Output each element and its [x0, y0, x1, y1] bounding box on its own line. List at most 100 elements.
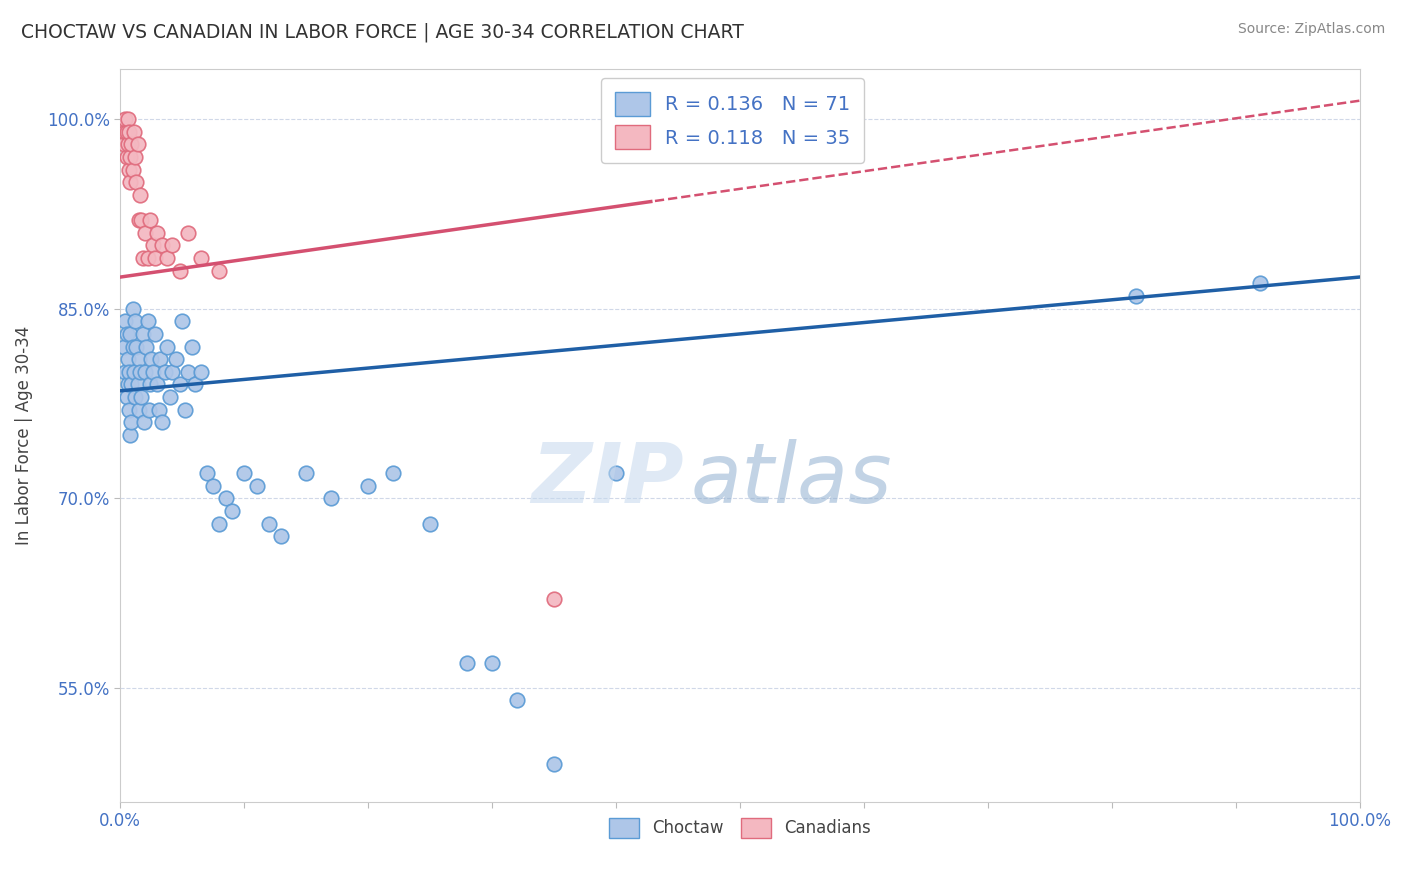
Point: [319, 491, 342, 506]
Point: [115, 390, 138, 404]
Point: [169, 377, 191, 392]
Point: [124, 314, 146, 328]
Point: [118, 402, 141, 417]
Point: [190, 251, 212, 265]
Point: [139, 213, 162, 227]
Point: [246, 478, 269, 492]
Point: [138, 402, 160, 417]
Point: [114, 125, 136, 139]
Point: [195, 466, 218, 480]
Point: [162, 238, 184, 252]
Point: [146, 377, 169, 392]
Point: [165, 352, 187, 367]
Point: [122, 365, 145, 379]
Point: [129, 188, 152, 202]
Point: [381, 466, 404, 480]
Point: [543, 756, 565, 771]
Point: [121, 162, 143, 177]
Point: [233, 466, 256, 480]
Point: [117, 137, 139, 152]
Point: [120, 175, 142, 189]
Point: [118, 162, 141, 177]
Point: [143, 326, 166, 341]
Point: [190, 365, 212, 379]
Point: [124, 390, 146, 404]
Point: [141, 352, 163, 367]
Point: [172, 314, 194, 328]
Point: [127, 377, 149, 392]
Point: [120, 326, 142, 341]
Point: [156, 251, 179, 265]
Point: [120, 150, 142, 164]
Point: [125, 340, 148, 354]
Point: [143, 251, 166, 265]
Point: [114, 112, 136, 126]
Point: [117, 112, 139, 126]
Point: [135, 340, 157, 354]
Point: [139, 377, 162, 392]
Point: [173, 402, 195, 417]
Point: [112, 137, 135, 152]
Point: [1249, 277, 1271, 291]
Point: [456, 656, 478, 670]
Text: atlas: atlas: [690, 439, 891, 519]
Point: [1125, 289, 1147, 303]
Point: [128, 352, 150, 367]
Point: [124, 150, 146, 164]
Point: [118, 125, 141, 139]
Point: [128, 402, 150, 417]
Point: [112, 340, 135, 354]
Text: Source: ZipAtlas.com: Source: ZipAtlas.com: [1237, 22, 1385, 37]
Point: [148, 402, 170, 417]
Point: [543, 592, 565, 607]
Point: [132, 416, 155, 430]
Point: [181, 340, 204, 354]
Point: [118, 365, 141, 379]
Point: [214, 491, 236, 506]
Point: [122, 125, 145, 139]
Point: [120, 428, 142, 442]
Point: [114, 365, 136, 379]
Point: [131, 390, 153, 404]
Point: [141, 238, 163, 252]
Point: [120, 416, 142, 430]
Point: [134, 365, 156, 379]
Point: [177, 365, 200, 379]
Legend: Choctaw, Canadians: Choctaw, Canadians: [602, 811, 877, 845]
Point: [177, 226, 200, 240]
Point: [202, 478, 225, 492]
Point: [131, 251, 153, 265]
Text: ZIP: ZIP: [531, 439, 685, 519]
Point: [128, 213, 150, 227]
Point: [156, 340, 179, 354]
Point: [115, 150, 138, 164]
Point: [131, 326, 153, 341]
Point: [183, 377, 205, 392]
Point: [120, 377, 142, 392]
Point: [121, 340, 143, 354]
Point: [114, 314, 136, 328]
Point: [131, 213, 153, 227]
Point: [121, 301, 143, 316]
Point: [117, 352, 139, 367]
Point: [152, 416, 174, 430]
Point: [159, 390, 181, 404]
Point: [169, 264, 191, 278]
Point: [136, 251, 159, 265]
Point: [295, 466, 318, 480]
Point: [120, 137, 142, 152]
Point: [146, 226, 169, 240]
Point: [149, 352, 172, 367]
Point: [257, 516, 280, 531]
Point: [605, 466, 627, 480]
Point: [115, 125, 138, 139]
Point: [357, 478, 380, 492]
Point: [134, 226, 156, 240]
Point: [270, 529, 292, 543]
Point: [153, 365, 176, 379]
Point: [162, 365, 184, 379]
Point: [117, 377, 139, 392]
Y-axis label: In Labor Force | Age 30-34: In Labor Force | Age 30-34: [15, 326, 32, 545]
Point: [481, 656, 503, 670]
Point: [136, 314, 159, 328]
